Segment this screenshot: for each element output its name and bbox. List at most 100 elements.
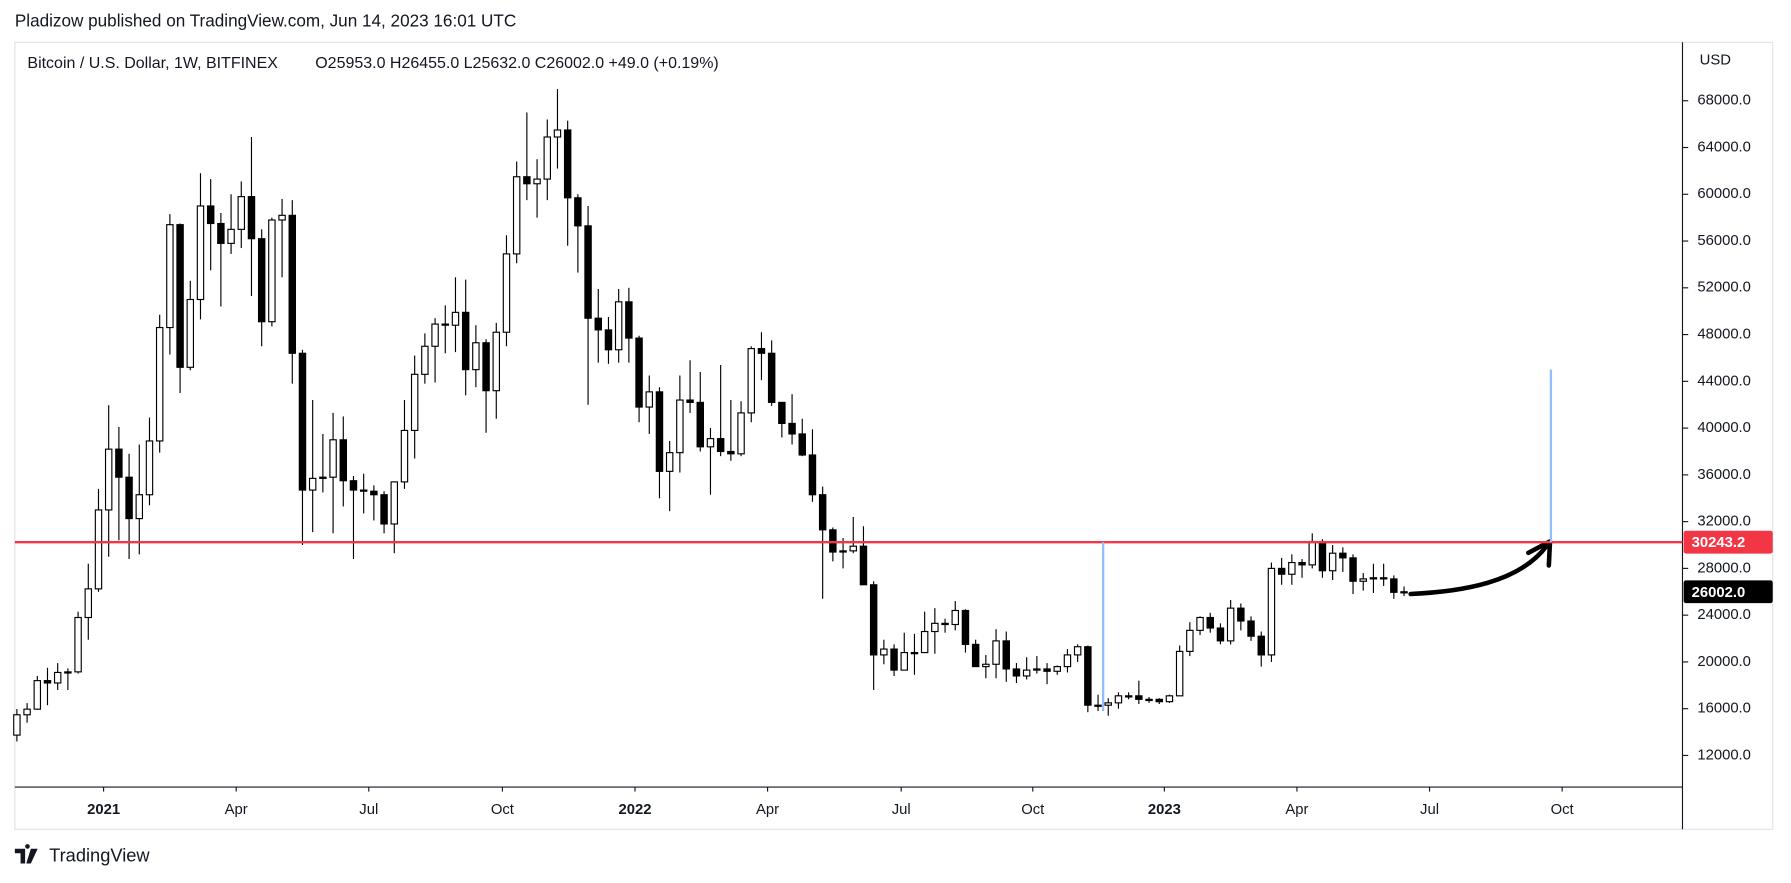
candle-body (339, 439, 348, 482)
x-tick-label: Jul (359, 802, 378, 818)
candle-body (492, 331, 501, 392)
x-tick-label: 2022 (618, 802, 651, 818)
candle-body (951, 609, 959, 626)
candle-body (818, 494, 827, 531)
x-tick-label: Apr (756, 802, 779, 818)
candle-body (757, 348, 766, 354)
candle-body (1022, 669, 1031, 677)
y-tick-label: 48000.0 (1697, 326, 1751, 342)
candle-body (584, 225, 592, 319)
candle-body (196, 205, 205, 301)
candle-body (298, 352, 307, 491)
candle-body (278, 214, 286, 221)
candle-body (1053, 666, 1061, 672)
candle-body (472, 342, 480, 371)
candle-body (900, 652, 908, 671)
candle-body (931, 622, 939, 633)
candle-body (257, 238, 266, 323)
candle-body (1390, 578, 1398, 593)
candle-body (686, 399, 694, 403)
candle-body (1196, 616, 1204, 631)
candle-body (1288, 561, 1296, 575)
candle-body (319, 476, 327, 479)
candle-body (74, 616, 82, 673)
candle-body (1063, 654, 1072, 668)
level-price-label-box (1683, 530, 1773, 554)
candle-body (604, 329, 613, 351)
candle-body (1328, 552, 1337, 572)
candle-body (115, 448, 123, 478)
candle-body (543, 136, 552, 180)
candle-body (992, 640, 1000, 665)
candle-body (1247, 620, 1255, 637)
candle-body (920, 630, 929, 654)
candle-body (1206, 616, 1214, 629)
candle-body (706, 438, 715, 448)
candle-body (1369, 577, 1378, 580)
legend-symbol: Bitcoin / U.S. Dollar, 1W, BITFINEX (27, 55, 278, 72)
candle-body (941, 622, 949, 626)
candle-body (594, 317, 603, 331)
candle-body (971, 643, 980, 668)
candle-body (1175, 650, 1184, 697)
candle-body (380, 494, 388, 525)
candle-body (737, 412, 745, 455)
candle-body (227, 228, 235, 244)
candle-body (1033, 668, 1041, 671)
x-tick-label: Oct (491, 802, 515, 818)
candle-body (431, 323, 439, 347)
candle-body (1002, 640, 1010, 670)
candle-body (1073, 646, 1082, 656)
chart-frame (14, 41, 1774, 830)
candle-body (217, 222, 225, 244)
candle-body (1216, 627, 1225, 642)
y-tick-label: 28000.0 (1697, 560, 1751, 576)
candle-body (665, 452, 674, 472)
y-tick-label: 12000.0 (1697, 747, 1751, 763)
logo-mark (14, 844, 38, 864)
x-tick-label: Jul (1420, 802, 1439, 818)
brand-name: TradingView (49, 845, 150, 866)
y-tick-label: 36000.0 (1697, 467, 1751, 483)
x-tick-label: 2023 (1148, 802, 1181, 818)
candle-body (308, 477, 317, 491)
candle-body (1124, 695, 1133, 698)
candle-body (155, 326, 164, 442)
candle-body (512, 176, 521, 255)
candle-body (268, 219, 276, 323)
candle-body (808, 454, 817, 496)
candle-body (982, 663, 990, 668)
candle-body (890, 648, 898, 671)
publish-note: Pladizow published on TradingView.com, J… (15, 10, 516, 30)
candle-body (1043, 668, 1051, 672)
candle-body (1104, 702, 1112, 706)
candle-body (788, 422, 796, 435)
candle-body (778, 401, 786, 424)
candle-body (461, 311, 470, 371)
candle-body (410, 373, 419, 432)
candle-body (53, 671, 62, 684)
level-price-label: 30243.2 (1692, 535, 1746, 551)
candle-body (482, 342, 490, 392)
candle-body (1012, 668, 1021, 677)
candle-body (614, 301, 623, 351)
candle-body (523, 176, 531, 185)
candle-body (1267, 567, 1276, 656)
candle-body (400, 429, 409, 483)
candle-body (1186, 629, 1194, 652)
candle-body (370, 490, 378, 496)
candle-body (1155, 698, 1163, 703)
x-tick-label: Oct (1021, 802, 1045, 818)
x-tick-label: Oct (1551, 802, 1575, 818)
y-tick-label: 40000.0 (1697, 420, 1751, 436)
candle-body (676, 399, 684, 454)
candle-body (645, 391, 653, 408)
candle-body (625, 301, 633, 339)
y-tick-label: 20000.0 (1697, 654, 1751, 670)
y-tick-label: 44000.0 (1697, 373, 1751, 389)
candle-body (349, 480, 358, 491)
candle-body (1094, 704, 1102, 707)
candle-body (64, 671, 72, 674)
candle-body (1298, 561, 1306, 566)
